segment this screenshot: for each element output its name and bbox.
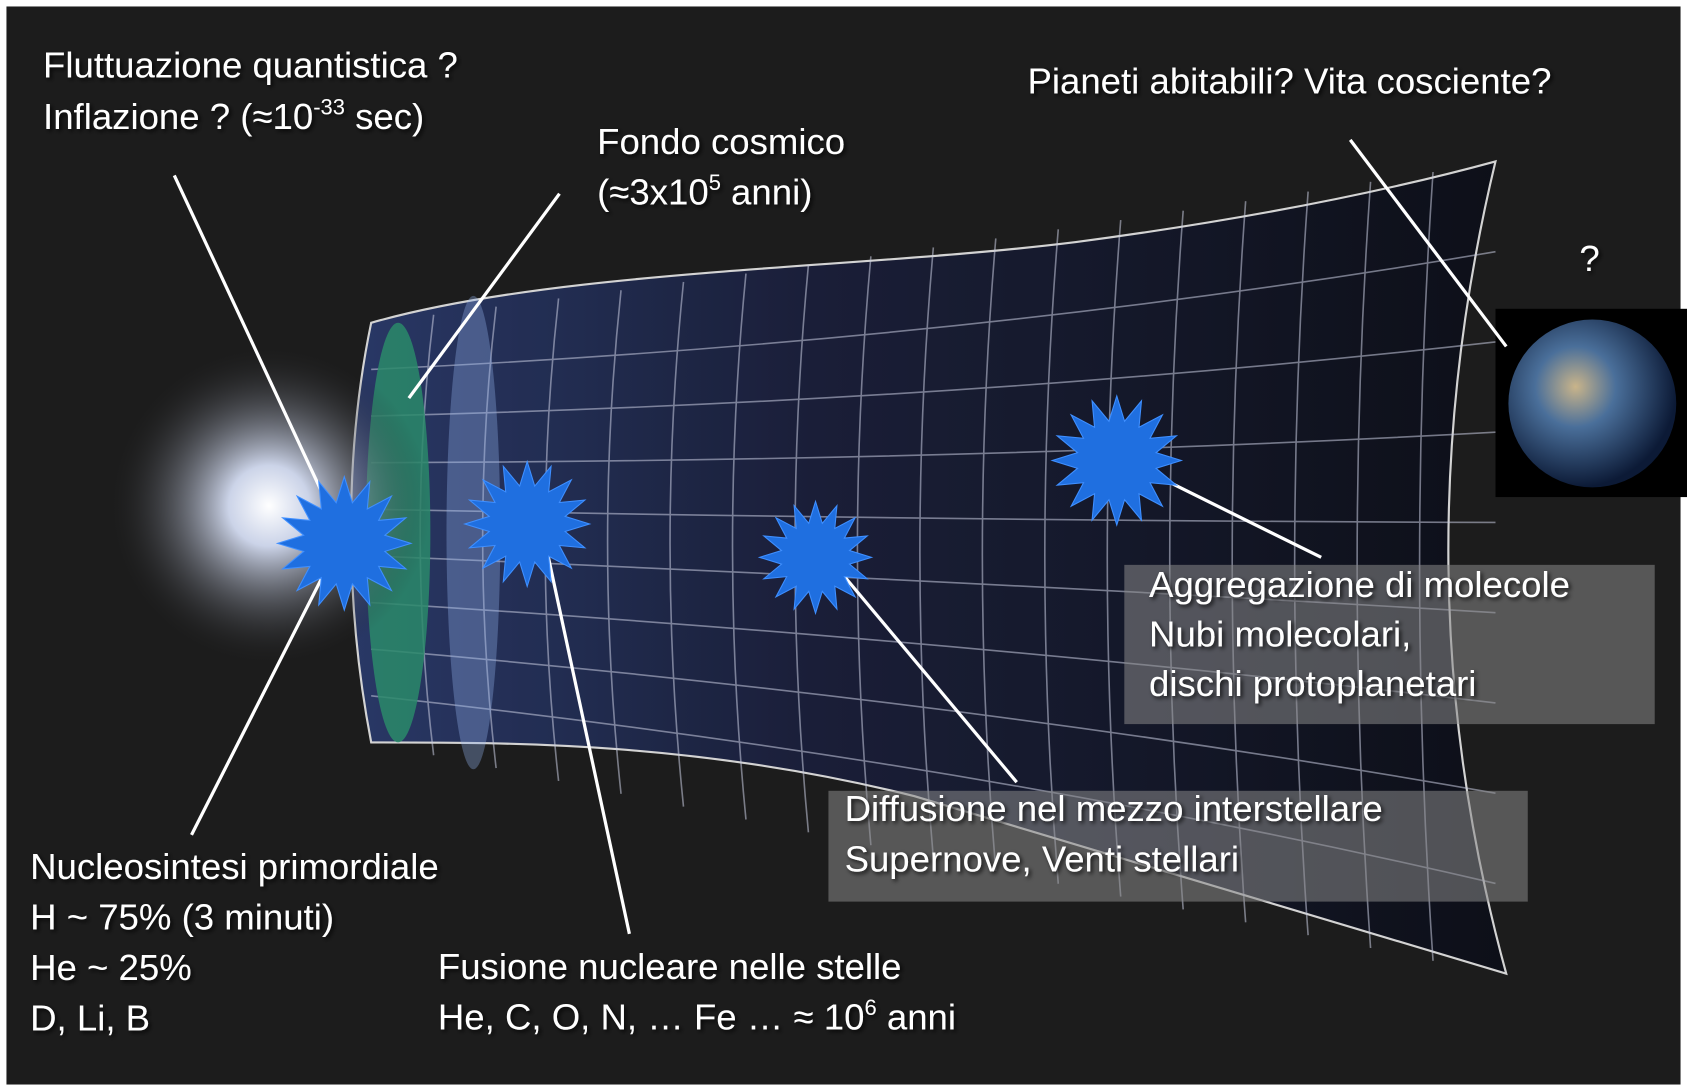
text-run: Fluttuazione quantistica ?	[43, 44, 458, 85]
grid-line	[669, 281, 685, 807]
label-line: He, C, O, N, … Fe … ≈ 106 anni	[438, 995, 956, 1038]
text-run: Nubi molecolari,	[1149, 614, 1411, 655]
text-run: Inflazione ? (≈10	[43, 96, 313, 137]
label-line: Nucleosintesi primordiale	[30, 846, 439, 887]
superscript: -33	[313, 94, 345, 119]
burst	[757, 499, 874, 616]
text-run: He ~ 25%	[30, 947, 192, 988]
text-run: Aggregazione di molecole	[1149, 564, 1570, 605]
superscript: 5	[709, 170, 721, 195]
label-line: (≈3x105 anni)	[597, 170, 812, 213]
text-run: sec)	[345, 96, 424, 137]
label-line: ?	[1579, 238, 1599, 279]
burst	[462, 459, 592, 589]
label-line: Fusione nucleare nelle stelle	[438, 946, 902, 987]
text-run: dischi protoplanetari	[1149, 663, 1476, 704]
text-run: Pianeti abitabili? Vita cosciente?	[1027, 61, 1551, 102]
text-box	[1124, 564, 1655, 725]
text-run: Diffusione nel mezzo interstellare	[845, 788, 1383, 829]
label-line: Fluttuazione quantistica ?	[43, 44, 458, 85]
grid-line	[731, 273, 747, 820]
text-run: He, C, O, N, … Fe … ≈ 10	[438, 997, 865, 1038]
grid-line	[371, 431, 1496, 464]
text-run: ?	[1579, 238, 1599, 279]
text-run: Nucleosintesi primordiale	[30, 846, 439, 887]
universe-cone	[349, 159, 1508, 976]
superscript: 6	[864, 995, 876, 1020]
text-run: Fusione nucleare nelle stelle	[438, 946, 902, 987]
text-run: anni)	[721, 171, 813, 212]
text-box	[828, 790, 1528, 902]
label-line: Inflazione ? (≈10-33 sec)	[43, 94, 424, 137]
reionization	[446, 295, 501, 770]
pointers	[172, 138, 1508, 935]
label-line: Fondo cosmico	[597, 121, 845, 162]
label-line: He ~ 25%	[30, 947, 192, 988]
earth	[1508, 319, 1677, 488]
burst	[275, 474, 413, 612]
text-run: Supernove, Venti stellari	[845, 838, 1239, 879]
label-line: Diffusione nel mezzo interstellare	[845, 788, 1383, 829]
label-line: Aggregazione di molecole	[1149, 564, 1570, 605]
label-line: D, Li, B	[30, 998, 150, 1039]
label-line: dischi protoplanetari	[1149, 663, 1476, 704]
text-run: D, Li, B	[30, 998, 150, 1039]
bursts	[275, 394, 1184, 616]
text-run: anni	[877, 997, 956, 1038]
grid-line	[371, 250, 1496, 371]
label-line: Pianeti abitabili? Vita cosciente?	[1027, 61, 1551, 102]
label-line: H ~ 75% (3 minuti)	[30, 897, 334, 938]
text-run: H ~ 75% (3 minuti)	[30, 897, 334, 938]
text-run: Fondo cosmico	[597, 121, 845, 162]
grid-line	[371, 341, 1496, 417]
grid-line	[919, 247, 935, 859]
grid-line	[371, 648, 1496, 794]
label-line: Nubi molecolari,	[1149, 614, 1411, 655]
label-line: Supernove, Venti stellari	[845, 838, 1239, 879]
text-run: (≈3x10	[597, 171, 709, 212]
grid-line	[856, 256, 872, 846]
burst	[1050, 394, 1184, 527]
